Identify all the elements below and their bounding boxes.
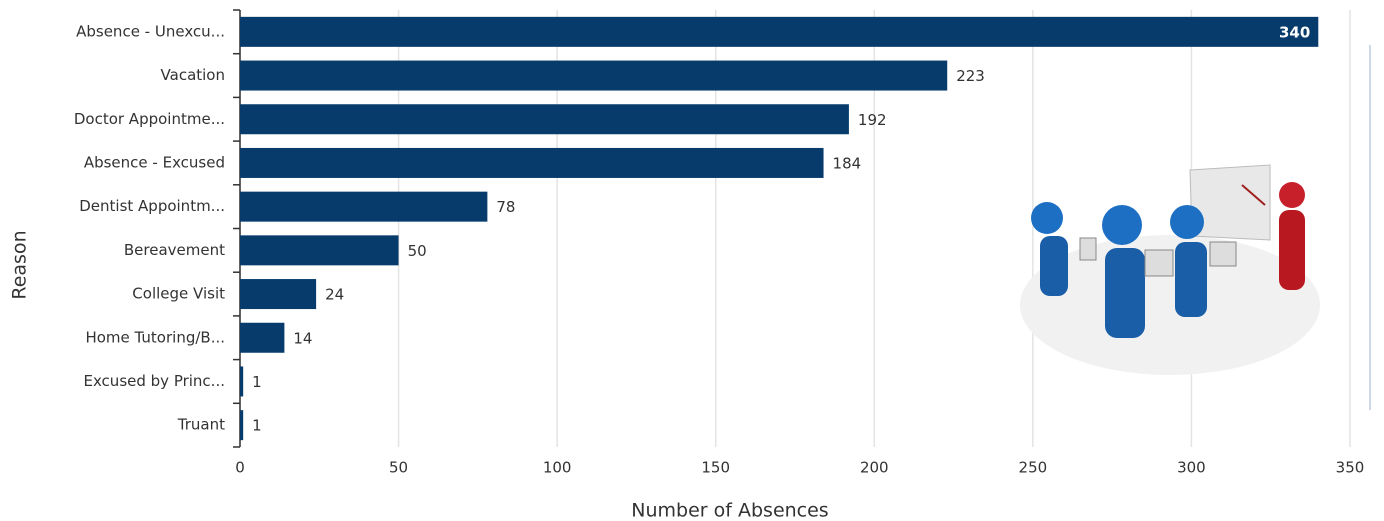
student-head	[1031, 202, 1063, 234]
x-tick-label: 50	[389, 459, 408, 477]
x-tick-label: 350	[1336, 459, 1365, 477]
bar	[240, 60, 948, 91]
bar	[240, 366, 244, 397]
laptop	[1079, 237, 1097, 261]
value-label: 340	[1279, 23, 1310, 41]
y-tick-label: Truant	[177, 416, 225, 434]
student-body	[1040, 236, 1068, 296]
laptop	[1209, 241, 1237, 267]
student-body	[1105, 248, 1145, 338]
y-tick-label: Absence - Unexcu...	[76, 22, 225, 40]
bar	[240, 16, 1319, 47]
bar	[240, 104, 849, 135]
y-tick-label: Bereavement	[124, 241, 225, 259]
student-body	[1175, 242, 1207, 317]
bar	[240, 322, 285, 353]
bar	[240, 410, 244, 441]
value-label: 184	[833, 154, 862, 172]
x-tick-label: 250	[1019, 459, 1048, 477]
y-tick-label: Home Tutoring/B...	[85, 328, 225, 346]
value-label: 223	[956, 67, 985, 85]
teacher-body	[1279, 210, 1305, 290]
x-tick-label: 100	[543, 459, 572, 477]
value-label: 24	[325, 286, 344, 304]
bar	[240, 279, 317, 310]
value-label: 78	[496, 198, 515, 216]
x-tick-label: 200	[860, 459, 889, 477]
x-tick-label: 300	[1177, 459, 1206, 477]
teacher-head	[1279, 182, 1305, 208]
bar	[240, 235, 399, 266]
y-tick-label: Doctor Appointme...	[74, 110, 225, 128]
value-label: 192	[858, 111, 887, 129]
value-label: 50	[408, 242, 427, 260]
y-axis-title: Reason	[9, 230, 31, 299]
student-head	[1102, 205, 1142, 245]
y-tick-label: Vacation	[161, 66, 225, 84]
pointer	[1241, 184, 1266, 206]
y-tick-label: Absence - Excused	[84, 153, 225, 171]
y-tick-label: College Visit	[132, 285, 225, 303]
bar	[240, 147, 824, 178]
value-label: 1	[252, 417, 262, 435]
laptop	[1144, 249, 1174, 277]
x-tick-label: 0	[235, 459, 245, 477]
y-tick-label: Excused by Princ...	[83, 372, 225, 390]
bar	[240, 191, 488, 222]
value-label: 14	[293, 329, 312, 347]
clipart	[1020, 164, 1320, 375]
student-head	[1170, 205, 1204, 239]
x-axis-title: Number of Absences	[631, 500, 828, 521]
value-label: 1	[252, 373, 262, 391]
y-tick-label: Dentist Appointm...	[79, 197, 225, 215]
floor-shadow	[1020, 235, 1320, 375]
x-tick-label: 150	[701, 459, 730, 477]
